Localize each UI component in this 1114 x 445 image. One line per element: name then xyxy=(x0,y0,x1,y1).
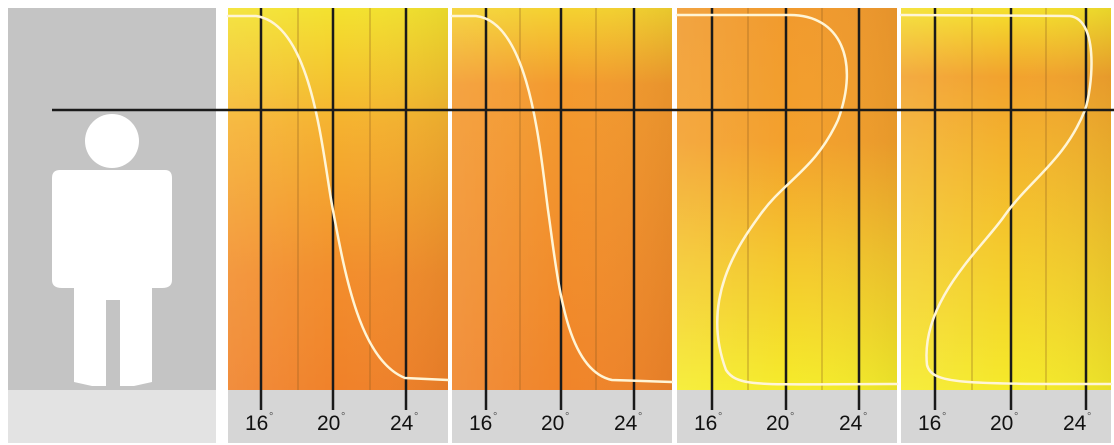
temperature-curves xyxy=(226,13,1113,386)
tick-label-24: 24 xyxy=(839,412,863,435)
tick-label-20: 20 xyxy=(541,412,564,435)
tick-unit: ° xyxy=(414,411,418,423)
panel-3 xyxy=(677,8,897,443)
curve-panel-4 xyxy=(899,13,1113,386)
tick-label-16: 16 xyxy=(469,412,492,435)
curve-panel-3 xyxy=(675,13,899,386)
curve-panel-1 xyxy=(226,14,450,382)
tick-label-24: 24 xyxy=(390,412,414,435)
tick-label-20: 20 xyxy=(317,412,340,435)
tick-unit: ° xyxy=(638,411,642,423)
tick-unit: ° xyxy=(565,411,569,423)
tick-label-16: 16 xyxy=(918,412,941,435)
tick-label-24: 24 xyxy=(1063,412,1087,435)
minor-gridlines xyxy=(297,8,1047,390)
tick-unit: ° xyxy=(790,411,794,423)
tick-unit: ° xyxy=(718,411,722,423)
panel-1 xyxy=(228,8,448,443)
tick-unit: ° xyxy=(1014,411,1018,423)
curve-panel-2 xyxy=(450,14,674,384)
tick-unit: ° xyxy=(493,411,497,423)
tick-labels: 16 ° 20 ° 24 ° 16 ° 20 ° 24 ° 16 ° 20 ° 24 ° 16 ° 20 ° 24 ° xyxy=(245,411,1091,435)
tick-label-16: 16 xyxy=(245,412,268,435)
standing-person-icon xyxy=(52,114,172,386)
tick-unit: ° xyxy=(863,411,867,423)
tick-unit: ° xyxy=(942,411,946,423)
tick-label-20: 20 xyxy=(766,412,789,435)
tick-label-20: 20 xyxy=(990,412,1013,435)
tick-label-24: 24 xyxy=(614,412,638,435)
tick-unit: ° xyxy=(269,411,273,423)
person-footer xyxy=(8,390,216,443)
panel-4 xyxy=(901,8,1111,443)
tick-unit: ° xyxy=(1087,411,1091,423)
tick-label-16: 16 xyxy=(694,412,717,435)
tick-unit: ° xyxy=(341,411,345,423)
